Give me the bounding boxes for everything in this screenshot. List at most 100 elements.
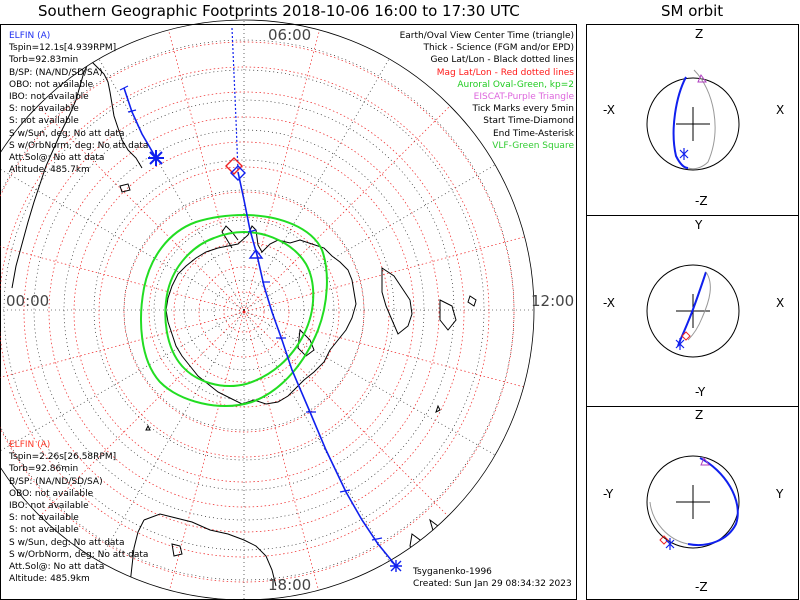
- info-line: S: not available: [9, 116, 79, 127]
- australia-west: [129, 519, 145, 585]
- spacecraft-tracks: [123, 27, 397, 567]
- info-line: IBO: not available: [9, 92, 89, 103]
- spacecraft-b-lines: Tspin=2.26s[26.58RPM] Torb=92.86min B/SP: …: [9, 451, 148, 585]
- south-america-tip: [89, 59, 143, 169]
- island-kerguelen: [467, 295, 477, 307]
- info-line: S: not available: [9, 513, 79, 524]
- start-diamond-red: [225, 157, 243, 175]
- geo-grid: [0, 20, 534, 600]
- end-asterisk: [148, 150, 164, 166]
- info-line: Att.Sol@: No att data: [9, 153, 105, 164]
- track-b: [237, 171, 397, 567]
- geo-latitude-circle: [213, 279, 275, 341]
- panel2-left-label: -X: [603, 296, 615, 310]
- coastline: [11, 59, 477, 587]
- info-line: Tspin=12.1s[4.939RPM]: [9, 43, 117, 54]
- spacecraft-b-info: ELFIN (A) Tspin=2.26s[26.58RPM] Torb=92.8…: [9, 439, 148, 585]
- orbit-panel-2: [646, 264, 740, 358]
- madagascar: [439, 299, 457, 331]
- panel3-top-label: Z: [695, 408, 704, 422]
- auroral-oval-inner: [164, 230, 315, 387]
- orbit-title: SM orbit: [661, 2, 724, 20]
- legend-entry: Geo Lat/Lon - Black dotted lines: [430, 55, 574, 66]
- panel1-bottom-label: -Z: [695, 194, 708, 208]
- spacecraft-b-name: ELFIN (A): [9, 440, 51, 450]
- mag-latitude-circle: [23, 91, 465, 533]
- legend-entry: Earth/Oval View Center Time (triangle): [399, 31, 574, 41]
- info-line: Altitude: 485.7km: [9, 165, 90, 176]
- panel1-left-label: -X: [603, 103, 615, 117]
- info-line: Torb=92.83min: [9, 55, 79, 66]
- track-markers: [148, 150, 402, 572]
- legend-entry: Tick Marks every 5min: [472, 104, 574, 115]
- info-line: S: not available: [9, 104, 79, 115]
- panel3-left-label: -Y: [603, 487, 614, 501]
- tasmania: [171, 543, 183, 557]
- figure-title: Southern Geographic Footprints 2018-10-0…: [38, 2, 520, 20]
- info-line: Att.Sol@: No att data: [9, 562, 105, 573]
- start-diamond-blue: [230, 165, 246, 181]
- legend-entry: Start Time-Diamond: [483, 116, 574, 127]
- track-a: [123, 87, 157, 159]
- geo-longitude-line: [243, 309, 504, 461]
- info-line: Torb=92.86min: [9, 464, 79, 475]
- info-line: IBO: not available: [9, 501, 89, 512]
- orbit-panel-3: [646, 455, 740, 550]
- australia-south: [143, 513, 277, 587]
- info-line: OBO: not available: [9, 79, 94, 90]
- mag-latitude-circle: [223, 291, 265, 333]
- antarctica-coast: [165, 225, 357, 405]
- legend-entry: EISCAT-Purple Triangle: [473, 92, 574, 103]
- auroral-oval-outer: [140, 213, 328, 407]
- south-america-coast: [11, 59, 91, 289]
- panel1-top-label: Z: [695, 27, 704, 41]
- panel3-bottom-label: -Z: [695, 580, 708, 594]
- mag-latitude-circle: [0, 66, 490, 558]
- info-line: S w/OrbNorm, deg: No att data: [9, 549, 149, 560]
- island-1: [435, 404, 441, 413]
- mag-longitude-line: [243, 22, 322, 313]
- panel2-top-label: Y: [695, 218, 703, 232]
- clock-label-right: 12:00: [531, 292, 575, 310]
- spacecraft-a-info: ELFIN (A) Tspin=12.1s[4.939RPM] Torb=92.8…: [9, 30, 148, 176]
- legend-entry: End Time-Asterisk: [492, 128, 574, 139]
- geo-latitude-circle: [93, 159, 395, 461]
- auroral-ovals: [140, 213, 328, 407]
- info-line: Altitude: 485.9km: [9, 574, 90, 585]
- mag-latitude-circle: [198, 266, 290, 358]
- geo-latitude-circle: [153, 219, 335, 401]
- info-line: S: not available: [9, 525, 79, 536]
- mag-latitude-circle: [173, 241, 315, 383]
- legend-entry: Auroral Oval-Green, kp=2: [457, 79, 574, 90]
- globe-outline: [0, 19, 535, 600]
- info-line: S w/Sun, deg: No att data: [9, 537, 125, 548]
- clock-label-top: 06:00: [268, 26, 312, 44]
- geo-latitude-circle: [0, 39, 515, 581]
- info-line: B/SP: (NA/ND/SD/SA): [9, 476, 103, 487]
- mag-longitude-line: [0, 311, 245, 390]
- clock-label-left: 00:00: [6, 292, 50, 310]
- created-label: Created: Sun Jan 29 08:34:32 2023: [413, 579, 572, 589]
- end-asterisk-b: [390, 560, 402, 572]
- mag-latitude-circle: [123, 191, 365, 433]
- geo-longitude-line: [0, 159, 245, 311]
- track-b-dotted: [231, 27, 239, 173]
- spacecraft-a-lines: Tspin=12.1s[4.939RPM] Torb=92.83min B/SP: …: [9, 42, 148, 176]
- clock-label-bottom: 18:00: [268, 576, 312, 594]
- panel3-right-label: Y: [776, 487, 784, 501]
- mag-latitude-circle: [73, 141, 415, 483]
- geo-latitude-circle: [33, 99, 455, 521]
- legend-entry: VLF-Green Square: [492, 140, 574, 151]
- geo-longitude-line: [243, 50, 395, 311]
- info-line: S w/OrbNorm, deg: No att data: [9, 140, 149, 151]
- model-label: Tsyganenko-1996: [413, 567, 492, 577]
- tick-mark: [119, 85, 383, 541]
- legend-entry: Thick - Science (FGM and/or EPD): [423, 43, 574, 54]
- spacecraft-a-name: ELFIN (A): [9, 31, 51, 41]
- mag-latitude-circle: [0, 41, 515, 583]
- info-line: B/SP: (NA/ND/SD/SA): [9, 67, 103, 78]
- mag-latitude-circle: [148, 216, 340, 408]
- panel1-right-label: X: [776, 103, 785, 117]
